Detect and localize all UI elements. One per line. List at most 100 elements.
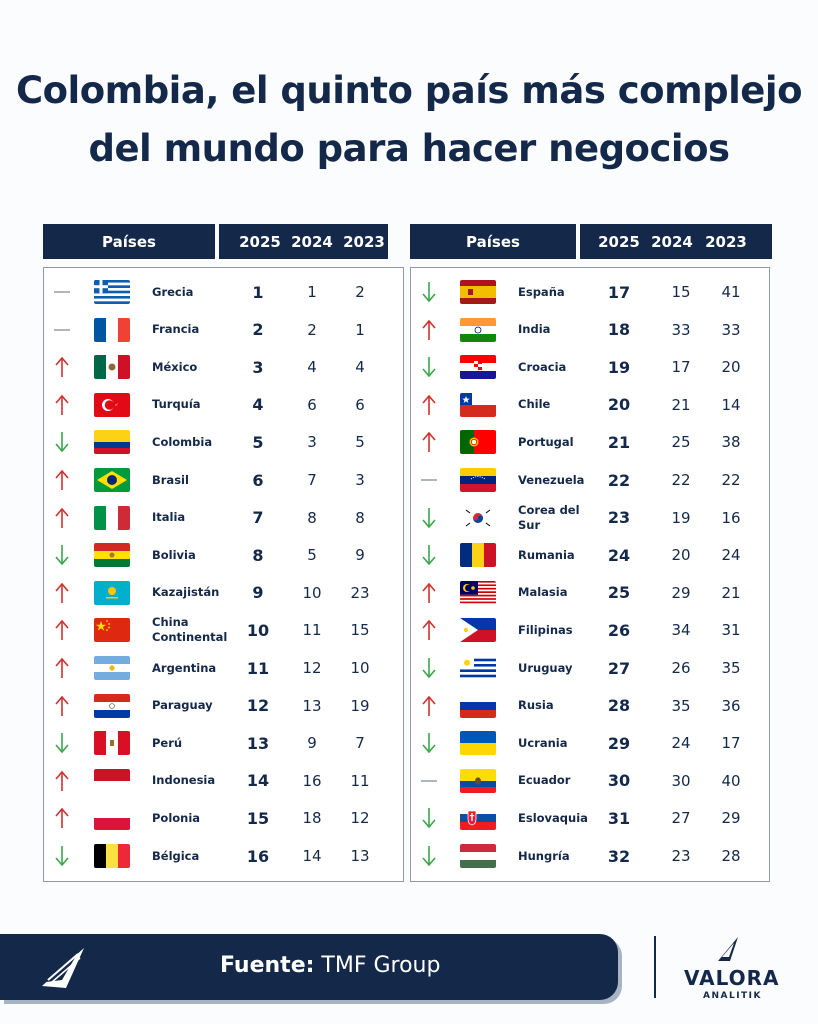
rank-2025: 21 [607,432,631,452]
arrow-down-icon [419,280,439,304]
source-label: Fuente: [220,953,315,978]
rank-2025: 24 [607,545,631,565]
arrow-down-icon [419,731,439,755]
table-row: Polonia 15 18 12 [44,800,403,836]
philippines-flag-icon [460,618,496,643]
greece-flag-icon [94,280,130,304]
rank-2025: 1 [252,282,264,302]
table-row: China Continental 10 11 15 [44,612,403,648]
country-name: Ecuador [518,773,571,788]
rank-2024: 4 [307,358,317,377]
rank-2023: 10 [350,659,370,677]
arrow-down-icon [419,806,439,830]
rank-2025: 17 [607,282,631,302]
arrow-up-icon [419,618,439,642]
rank-2024: 20 [671,546,691,565]
malaysia-flag-icon [460,580,496,605]
table-row: España 17 15 41 [411,274,769,310]
table-row: Hungría 32 23 28 [411,838,769,874]
italy-flag-icon [94,505,130,530]
table-row: México 3 4 4 [44,349,403,385]
arrow-down-icon [419,656,439,680]
ecuador-flag-icon [460,768,496,793]
arrow-down-icon [419,543,439,567]
rank-2025: 9 [252,583,264,603]
arrow-up-icon [52,355,72,379]
rank-2023: 40 [721,771,741,790]
rank-2023: 14 [721,395,741,414]
table-row: Corea del Sur 23 19 16 [411,500,769,536]
rank-2025: 13 [246,733,270,753]
country-name: Venezuela [518,472,585,487]
slovakia-flag-icon [460,806,496,831]
rank-2023: 4 [355,358,365,377]
arrow-down-icon [419,355,439,379]
country-name: México [152,359,198,374]
source-value: TMF Group [321,953,441,978]
rank-2024: 14 [302,847,322,865]
rank-2025: 14 [246,771,270,791]
country-name: Polonia [152,810,201,825]
venezuela-flag-icon [460,468,496,492]
rank-2024: 8 [307,508,317,527]
table-row: Chile 20 21 14 [411,387,769,423]
rank-2025: 11 [246,658,270,678]
table-row: Turquía 4 6 6 [44,387,403,423]
country-name: Filipinas [518,622,573,637]
footer-divider [654,936,656,998]
rank-2023: 29 [721,809,741,828]
rank-2023: 28 [721,847,741,865]
rank-2024: 2 [307,320,317,339]
country-name: Bolivia [152,547,196,562]
rank-2024: 23 [671,847,691,865]
header-2024: 2024 [651,232,693,251]
header-2025: 2025 [239,232,281,251]
country-name: Bélgica [152,848,200,863]
arrow-down-icon [419,844,439,868]
arrow-up-icon [52,806,72,830]
rank-2024: 10 [302,583,322,602]
poland-flag-icon [94,806,130,831]
country-name: Rumania [518,547,575,562]
rank-2024: 12 [302,659,322,677]
rank-2025: 32 [607,846,631,866]
indonesia-flag-icon [94,768,130,793]
left-table-header: Países 2025 2024 2023 [43,224,388,259]
arrow-down-icon [52,543,72,567]
country-name: Portugal [518,434,574,449]
rank-2025: 12 [246,696,270,716]
table-row: Filipinas 26 34 31 [411,612,769,648]
table-row: Indonesia 14 16 11 [44,763,403,799]
rank-2023: 23 [350,583,370,602]
table-row: Ecuador 30 30 40 [411,763,769,799]
rank-2024: 6 [307,395,317,414]
india-flag-icon [460,317,496,342]
rank-2023: 3 [355,471,365,489]
rank-2025: 10 [246,620,270,640]
rank-2025: 23 [607,508,631,528]
country-name: Croacia [518,359,567,374]
rank-2024: 13 [302,696,322,715]
header-countries: Países [102,232,156,251]
rank-2025: 30 [607,771,631,791]
rank-2024: 26 [671,659,691,677]
source-credit: Fuente: TMF Group [220,953,440,978]
table-row: Argentina 11 12 10 [44,650,403,686]
arrow-up-icon [419,393,439,417]
dash-icon [52,318,72,342]
paraguay-flag-icon [94,693,130,718]
rank-2024: 24 [671,734,691,753]
brazil-flag-icon [94,468,130,492]
rank-2023: 12 [350,809,370,828]
rank-2023: 41 [721,283,741,301]
rank-2025: 25 [607,583,631,603]
rank-2025: 29 [607,733,631,753]
country-name: Malasia [518,585,568,600]
left-ranking-panel: Grecia 1 1 2 Francia 2 2 1 México 3 4 4 Turquía 4 6 6 Co… [43,267,404,882]
footer-bar [0,934,618,1000]
rank-2023: 13 [350,847,370,865]
rank-2024: 15 [671,283,691,301]
rank-2024: 25 [671,433,691,452]
rank-2024: 17 [671,358,691,377]
table-row: Grecia 1 1 2 [44,274,403,310]
